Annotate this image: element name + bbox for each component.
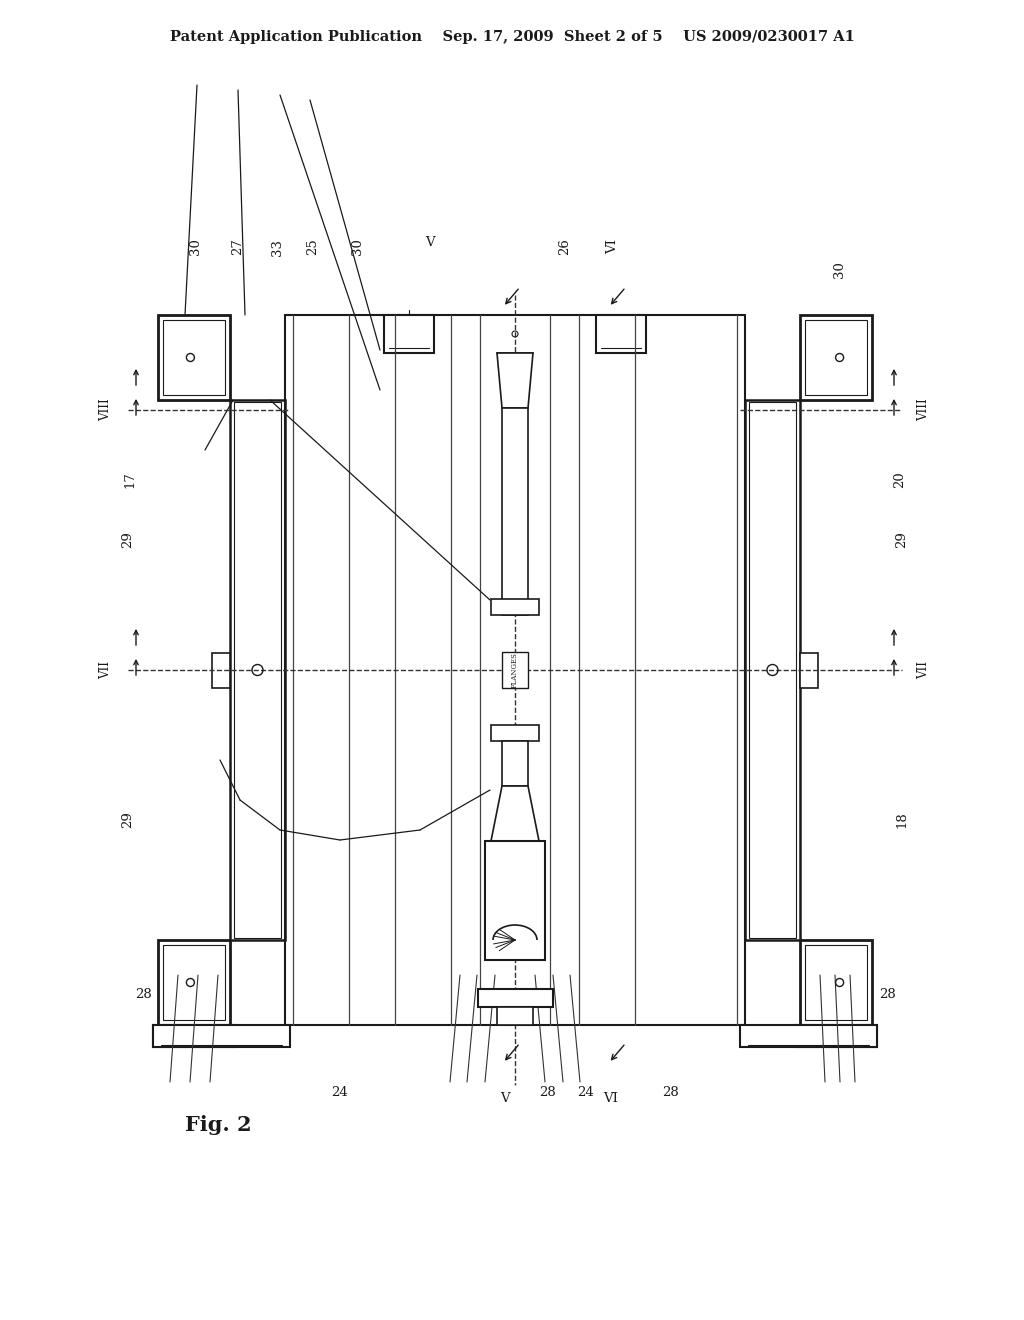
- Text: VIII: VIII: [918, 399, 931, 421]
- Text: 28: 28: [663, 1086, 679, 1100]
- Text: VI: VI: [603, 1092, 618, 1105]
- Text: 24: 24: [332, 1086, 348, 1100]
- Text: 24: 24: [577, 1086, 593, 1100]
- Bar: [234, 403, 281, 939]
- Bar: [153, 1026, 234, 1047]
- Bar: [490, 599, 539, 615]
- Bar: [497, 1007, 534, 1026]
- Text: 30: 30: [834, 261, 847, 279]
- Bar: [749, 403, 796, 939]
- Text: 28: 28: [539, 1086, 555, 1100]
- Text: 29: 29: [896, 532, 908, 548]
- Bar: [800, 652, 818, 688]
- Bar: [163, 945, 225, 1020]
- Text: 17: 17: [124, 471, 136, 488]
- Bar: [384, 315, 434, 352]
- Bar: [158, 940, 230, 1026]
- Polygon shape: [497, 352, 534, 408]
- Bar: [805, 319, 867, 395]
- Text: VII: VII: [918, 661, 931, 678]
- Bar: [805, 945, 867, 1020]
- Bar: [158, 315, 230, 400]
- Text: 29: 29: [122, 532, 134, 548]
- Bar: [477, 989, 553, 1007]
- Text: V: V: [500, 1092, 510, 1105]
- Text: 26: 26: [558, 239, 571, 256]
- Bar: [795, 1026, 877, 1047]
- Text: 29: 29: [122, 812, 134, 829]
- Bar: [212, 652, 230, 688]
- Bar: [153, 1026, 290, 1047]
- Text: 20: 20: [894, 471, 906, 488]
- Text: V: V: [425, 235, 435, 248]
- Text: Fig. 2: Fig. 2: [185, 1115, 252, 1135]
- Text: FLANGES: FLANGES: [511, 652, 519, 688]
- Bar: [800, 940, 872, 1026]
- Text: VI: VI: [606, 239, 620, 255]
- Text: Patent Application Publication    Sep. 17, 2009  Sheet 2 of 5    US 2009/0230017: Patent Application Publication Sep. 17, …: [170, 30, 854, 44]
- Bar: [596, 315, 646, 352]
- Text: 28: 28: [134, 989, 152, 1002]
- Text: 28: 28: [879, 989, 895, 1002]
- Text: 18: 18: [896, 812, 908, 829]
- Polygon shape: [490, 785, 539, 841]
- Bar: [485, 841, 545, 960]
- Text: 33: 33: [271, 239, 285, 256]
- Bar: [502, 652, 528, 688]
- Bar: [490, 725, 539, 741]
- Bar: [230, 400, 285, 940]
- Text: 30: 30: [188, 239, 202, 256]
- Bar: [745, 400, 800, 940]
- Text: 30: 30: [351, 239, 365, 256]
- Bar: [502, 741, 528, 785]
- Text: VII: VII: [99, 661, 113, 678]
- Bar: [502, 408, 528, 615]
- Text: 25: 25: [306, 239, 319, 255]
- Bar: [163, 319, 225, 395]
- Text: 27: 27: [231, 239, 245, 256]
- Text: VIII: VIII: [99, 399, 113, 421]
- Bar: [740, 1026, 877, 1047]
- Bar: [800, 315, 872, 400]
